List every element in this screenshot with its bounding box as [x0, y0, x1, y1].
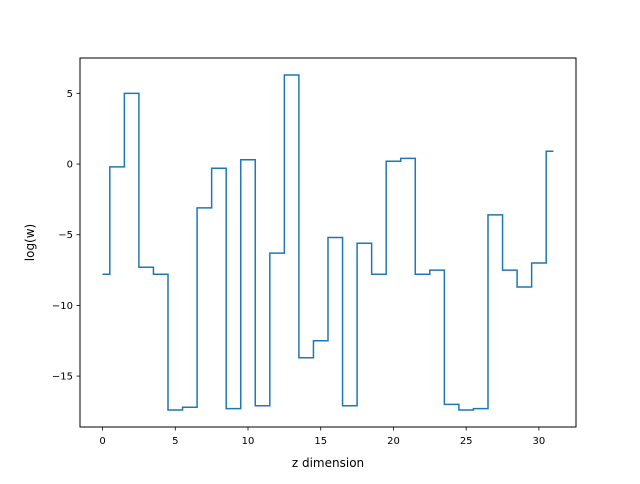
y-tick-label: −10: [52, 301, 73, 312]
y-tick-label: 5: [67, 89, 73, 100]
x-axis-label: z dimension: [292, 456, 364, 470]
x-tick-label: 10: [242, 436, 255, 447]
y-tick-label: −15: [52, 372, 73, 383]
x-tick-label: 0: [99, 436, 105, 447]
series-layer: [102, 74, 554, 411]
x-tick-label: 5: [172, 436, 178, 447]
y-tick-label: 0: [67, 160, 73, 171]
plot-area-frame: [79, 57, 577, 428]
x-tick-label: 15: [314, 436, 327, 447]
x-tick-label: 25: [460, 436, 473, 447]
x-axis-ticks: 0 5 10 15 20 25 30: [99, 427, 545, 447]
y-axis-label: log(w): [23, 224, 37, 261]
y-axis-ticks: 5 0 −5 −10 −15: [52, 89, 80, 383]
x-tick-label: 20: [387, 436, 400, 447]
x-tick-label: 30: [533, 436, 546, 447]
y-tick-label: −5: [58, 230, 73, 241]
series-line-0: [102, 74, 554, 411]
